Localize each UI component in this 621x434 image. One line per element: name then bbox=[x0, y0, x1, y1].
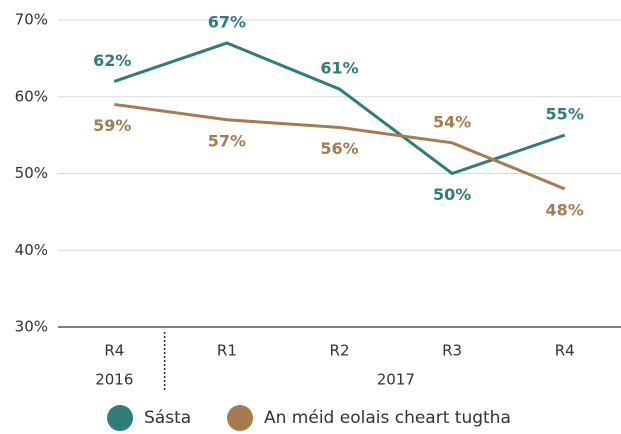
x-tick-label: R2 bbox=[330, 342, 350, 360]
legend-swatch bbox=[227, 405, 253, 431]
x-tick-label: R4 bbox=[555, 342, 575, 360]
value-label: 50% bbox=[433, 185, 471, 204]
value-label: 48% bbox=[546, 200, 584, 219]
y-tick-label: 60% bbox=[15, 87, 48, 105]
series-line bbox=[113, 41, 566, 176]
group-label: 2016 bbox=[95, 371, 133, 389]
legend-label: Sásta bbox=[144, 408, 191, 428]
legend-label: An méid eolais cheart tugtha bbox=[264, 408, 511, 428]
x-tick-label: R3 bbox=[442, 342, 462, 360]
y-tick-label: 30% bbox=[15, 318, 48, 336]
x-tick-label: R4 bbox=[104, 342, 124, 360]
y-tick-label: 40% bbox=[15, 241, 48, 259]
group-label: 2017 bbox=[377, 371, 415, 389]
value-label: 55% bbox=[546, 105, 584, 124]
value-label: 54% bbox=[433, 112, 471, 131]
legend-swatch bbox=[107, 405, 133, 431]
value-label: 61% bbox=[320, 59, 358, 78]
value-label: 67% bbox=[208, 13, 246, 32]
value-label: 62% bbox=[93, 51, 131, 70]
value-label: 56% bbox=[320, 139, 358, 158]
y-tick-label: 50% bbox=[15, 164, 48, 182]
series-line bbox=[114, 102, 566, 191]
y-tick-label: 70% bbox=[15, 11, 48, 29]
x-tick-label: R1 bbox=[217, 342, 237, 360]
value-label: 59% bbox=[93, 116, 131, 135]
value-label: 57% bbox=[208, 131, 246, 150]
